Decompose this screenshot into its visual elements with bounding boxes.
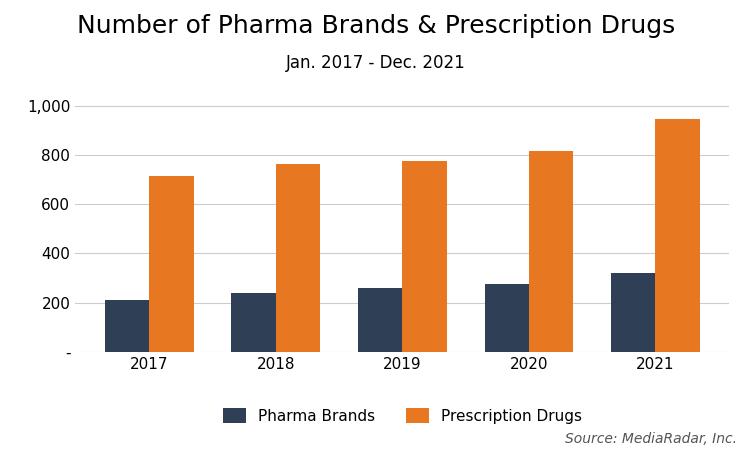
- Text: Source: MediaRadar, Inc.: Source: MediaRadar, Inc.: [565, 433, 737, 446]
- Bar: [358, 288, 402, 352]
- Legend: Pharma Brands, Prescription Drugs: Pharma Brands, Prescription Drugs: [215, 400, 590, 431]
- Bar: [611, 273, 656, 352]
- Bar: [276, 164, 320, 352]
- Bar: [232, 293, 276, 352]
- Bar: [484, 284, 529, 352]
- Text: Jan. 2017 - Dec. 2021: Jan. 2017 - Dec. 2021: [286, 54, 466, 72]
- Bar: [656, 120, 699, 352]
- Bar: [529, 151, 573, 352]
- Text: Number of Pharma Brands & Prescription Drugs: Number of Pharma Brands & Prescription D…: [77, 14, 675, 37]
- Bar: [402, 161, 447, 352]
- Bar: [149, 176, 193, 352]
- Bar: [105, 300, 149, 352]
